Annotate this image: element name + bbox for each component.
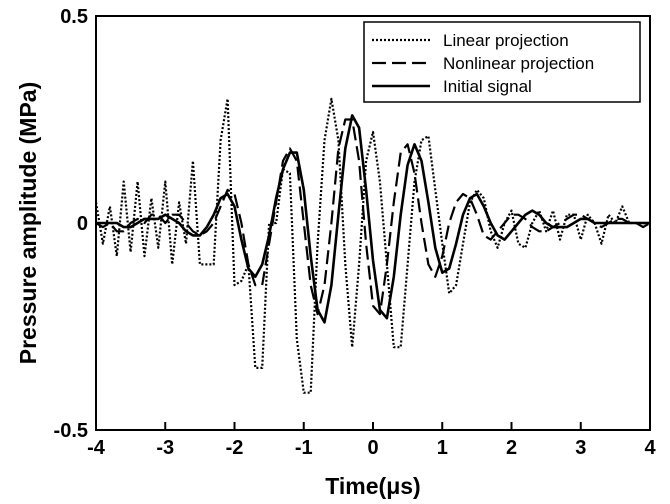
series-line-nonlinear-projection — [95, 118, 651, 316]
ticks-layer: -4 -3 -2 -1 0 1 2 3 4 -0.5 0 0.5 — [54, 6, 657, 459]
x-tick-label: 3 — [575, 437, 586, 459]
legend: Linear projection Nonlinear projection Ini… — [363, 21, 641, 103]
x-tick-label: 4 — [644, 437, 656, 459]
x-axis-title: Time(μs) — [325, 473, 420, 499]
x-tick-label: -4 — [87, 437, 106, 459]
x-tick-label: 0 — [367, 437, 378, 459]
x-tick-label: -2 — [226, 437, 244, 459]
series-line-linear-projection — [94, 97, 650, 394]
legend-label: Linear projection — [443, 31, 569, 50]
y-tick-label: -0.5 — [54, 420, 88, 442]
series-line-initial-signal — [96, 114, 650, 324]
series-layer — [94, 97, 651, 394]
x-tick-label: 1 — [437, 437, 448, 459]
x-tick-label: -1 — [295, 437, 313, 459]
x-tick-label: -3 — [156, 437, 174, 459]
legend-label: Initial signal — [443, 77, 532, 96]
legend-box — [363, 21, 641, 103]
x-tick-label: 2 — [506, 437, 517, 459]
legend-label: Nonlinear projection — [443, 54, 594, 73]
y-tick-label: 0 — [77, 213, 88, 235]
y-axis-title: Pressure amplitude (MPa) — [15, 82, 41, 364]
y-tick-label: 0.5 — [60, 6, 88, 28]
